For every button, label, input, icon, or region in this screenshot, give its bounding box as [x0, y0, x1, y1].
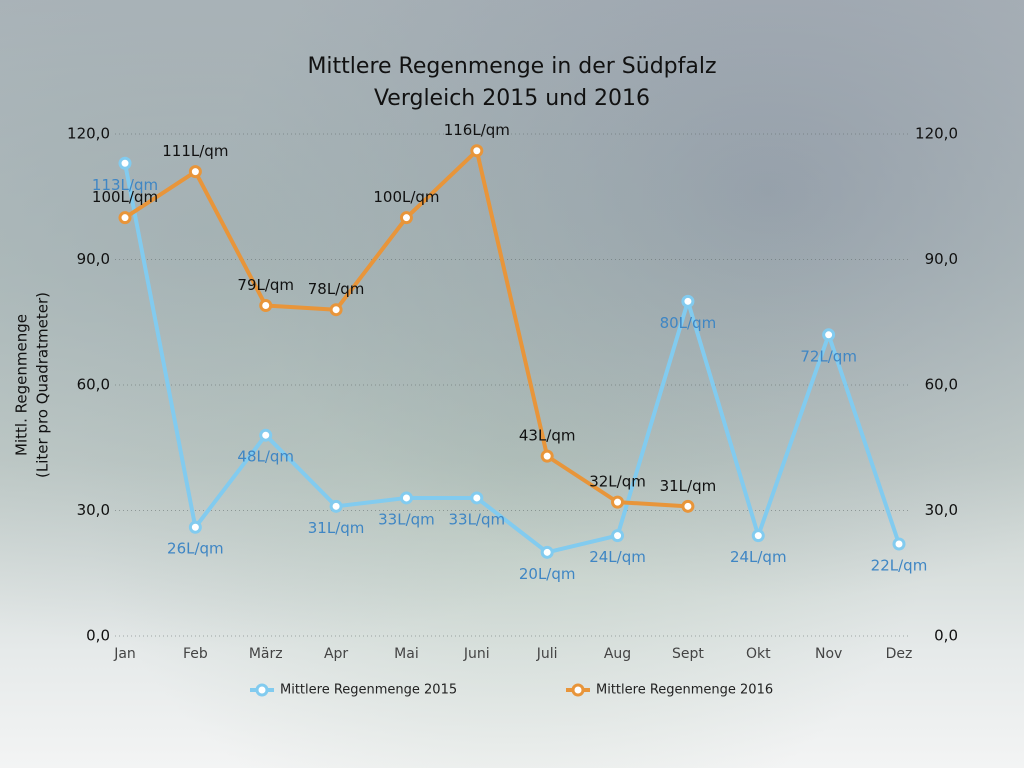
data-label: 79L/qm [237, 276, 294, 294]
data-label: 72L/qm [800, 347, 857, 365]
x-tick-label: Juli [536, 646, 558, 662]
y-axis-title-line: (Liter pro Quadratmeter) [34, 292, 52, 478]
data-label: 100L/qm [373, 188, 439, 206]
data-label: 24L/qm [589, 548, 646, 566]
data-label: 80L/qm [660, 314, 717, 332]
y-tick-label: 120,0 [67, 125, 110, 143]
data-point [188, 520, 202, 534]
x-tick-label: Aug [604, 646, 631, 662]
data-label: 20L/qm [519, 565, 576, 583]
data-point [470, 144, 484, 158]
data-point [399, 491, 413, 505]
data-label: 24L/qm [730, 548, 787, 566]
chart-title: Mittlere Regenmenge in der Südpfalz [307, 54, 716, 79]
data-point [399, 211, 413, 225]
x-tick-label: Feb [183, 646, 208, 662]
data-label: 33L/qm [448, 510, 505, 528]
y2-tick-label: 0,0 [934, 627, 958, 645]
x-tick-label: Sept [672, 646, 704, 662]
x-tick-label: Jan [113, 646, 136, 662]
chart-subtitle: Vergleich 2015 und 2016 [374, 86, 650, 111]
data-point [259, 299, 273, 313]
y-axis-title: Mittl. Regenmenge (Liter pro Quadratmete… [13, 292, 52, 478]
x-tick-label: Dez [886, 646, 913, 662]
data-label: 31L/qm [660, 477, 717, 495]
data-point [611, 529, 625, 543]
data-point [540, 545, 554, 559]
y-tick-label: 90,0 [77, 250, 110, 268]
y2-tick-label: 90,0 [925, 250, 958, 268]
data-point [751, 529, 765, 543]
x-tick-label: Mai [394, 646, 419, 662]
legend-marker [255, 683, 269, 697]
legend-marker [571, 683, 585, 697]
data-label: 113L/qm [92, 176, 158, 194]
data-label: 43L/qm [519, 427, 576, 445]
x-tick-label: Juni [463, 646, 490, 662]
y-tick-label: 60,0 [77, 376, 110, 394]
x-tick-label: Okt [746, 646, 771, 662]
data-label: 78L/qm [308, 280, 365, 298]
y2-tick-label: 120,0 [915, 125, 958, 143]
series-line [123, 162, 901, 555]
data-point [822, 328, 836, 342]
data-point [259, 428, 273, 442]
data-point [470, 491, 484, 505]
y2-tick-label: 30,0 [925, 501, 958, 519]
y2-tick-label: 60,0 [925, 376, 958, 394]
data-point [118, 156, 132, 170]
x-tick-label: März [249, 646, 283, 662]
x-tick-label: Apr [324, 646, 348, 662]
data-point [329, 303, 343, 317]
data-point [329, 499, 343, 513]
y-axis-title-line: Mittl. Regenmenge [13, 314, 31, 456]
data-label: 26L/qm [167, 540, 224, 558]
data-label: 100L/qm [92, 188, 158, 206]
data-point [118, 211, 132, 225]
data-point [611, 495, 625, 509]
data-point [681, 499, 695, 513]
data-label: 31L/qm [308, 519, 365, 537]
x-tick-label: Nov [815, 646, 842, 662]
data-point [681, 294, 695, 308]
y-tick-label: 0,0 [86, 627, 110, 645]
legend-label: Mittlere Regenmenge 2015 [280, 683, 457, 698]
y-tick-label: 30,0 [77, 501, 110, 519]
legend-label: Mittlere Regenmenge 2016 [596, 683, 773, 698]
data-label: 48L/qm [237, 448, 294, 466]
data-label: 22L/qm [871, 556, 928, 574]
data-point [188, 165, 202, 179]
data-label: 33L/qm [378, 510, 435, 528]
data-point [892, 537, 906, 551]
data-label: 32L/qm [589, 473, 646, 491]
data-label: 111L/qm [162, 142, 228, 160]
data-label: 116L/qm [444, 121, 510, 139]
data-point [540, 449, 554, 463]
